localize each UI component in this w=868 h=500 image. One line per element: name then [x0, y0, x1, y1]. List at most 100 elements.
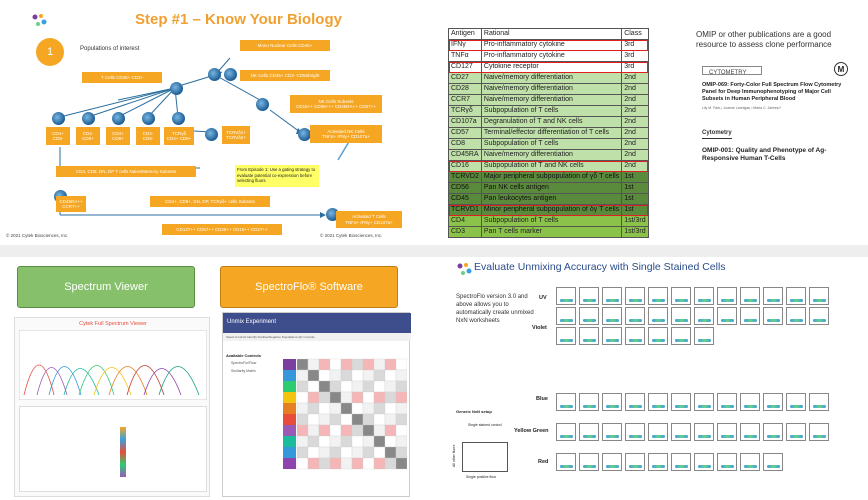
cytek-logo-icon	[30, 12, 48, 30]
laser-violet: Violet	[532, 325, 547, 331]
cell-rational: Pro-inflammatory cytokine	[480, 50, 623, 62]
box-activated-t: Activated T Cells TNFα+ IFNγ+ CD107a+	[336, 211, 402, 228]
spectroflo-button[interactable]: SpectroFlo® Software	[220, 266, 398, 308]
box-ifng-subsets: CD4+, CD8+, DN, DP, TCRγδ+ cells Subsets	[150, 196, 270, 207]
cell-antigen: CD107a	[448, 116, 482, 128]
unmixed-plot	[786, 393, 806, 411]
cd8-cell-icon	[82, 112, 95, 125]
matrix-cell	[329, 435, 342, 448]
table-row: CD16 Subpopulation of T and NK cells 2nd	[448, 160, 649, 172]
matrix-cell	[307, 369, 320, 382]
cell-class: 3rd	[621, 50, 649, 62]
slide-title: Step #1 – Know Your Biology	[135, 11, 342, 28]
matrix-cell	[329, 457, 342, 470]
sf-list-title: Available Controls	[226, 353, 261, 358]
matrix-cell	[373, 369, 386, 382]
cell-antigen: CCR7	[448, 94, 482, 106]
matrix-row-label	[283, 381, 296, 392]
matrix-cell	[395, 380, 407, 393]
box-cd127: CD127++ CD57++ CD28++ CD16++ CD27++	[162, 224, 282, 235]
cell-rational: Subpopulation of T and NK cells	[480, 160, 623, 172]
matrix-cell	[307, 413, 320, 426]
cell-antigen: TCRVD2	[448, 171, 482, 183]
unmixed-plot	[648, 307, 668, 325]
matrix-row-label	[283, 425, 296, 436]
matrix-row-label	[283, 359, 296, 370]
matrix-cell	[362, 358, 375, 371]
tools-panel: Spectrum Viewer SpectroFlo® Software Cyt…	[0, 257, 434, 500]
cell-antigen: CD45	[448, 193, 482, 205]
box-cd4: CD4+ CD8-	[46, 127, 70, 145]
cell-rational: Subpopulation of T cells	[480, 138, 623, 150]
matrix-cell	[318, 402, 331, 415]
matrix-cell	[318, 424, 331, 437]
matrix-cell	[318, 457, 331, 470]
matrix-cell	[307, 380, 320, 393]
unmixed-plot	[809, 307, 829, 325]
unmixed-plot	[671, 307, 691, 325]
paper1-authors: Lily M. Park,¹ Joanne Lannigan,² Maria C…	[702, 106, 782, 110]
matrix-cell	[329, 369, 342, 382]
matrix-cell	[340, 380, 353, 393]
cell-antigen: TNFα	[448, 50, 482, 62]
cell-antigen: CD56	[448, 182, 482, 194]
unmixed-plot	[602, 287, 622, 305]
paper1-title: OMIP-069: Forty-Color Full Spectrum Flow…	[702, 82, 842, 103]
box-activated-nk: Activated NK Cells TNFα+ IFNγ+ CD107a+	[310, 125, 382, 143]
matrix-cell	[384, 446, 397, 459]
cytometry-logo-text: CYTOMETRY	[709, 70, 747, 76]
unmixing-panel: Evaluate Unmixing Accuracy with Single S…	[434, 257, 868, 500]
unmixed-plot	[809, 423, 829, 441]
sf-item1[interactable]: SpectroFlo/Flow	[231, 361, 257, 365]
cell-class: 1st	[621, 171, 649, 183]
matrix-cell	[318, 380, 331, 393]
cell-class: 3rd	[621, 61, 649, 73]
table-row: CD4 Subpopulation of T cells 1st/3rd	[448, 215, 649, 227]
matrix-cell	[340, 435, 353, 448]
cell-rational: Major peripheral subpopulation of γδ T c…	[480, 171, 623, 183]
unmixed-plot	[740, 423, 760, 441]
unmixed-plot	[717, 287, 737, 305]
cell-antigen: CD3	[448, 226, 482, 238]
table-row: CD3 Pan T cells marker 1st/3rd	[448, 226, 649, 238]
table-row: CD45 Pan leukocytes antigen 1st	[448, 193, 649, 205]
matrix-cell	[340, 402, 353, 415]
cytek-logo-icon-2	[456, 262, 472, 278]
matrix-cell	[351, 435, 364, 448]
unmixed-plot	[579, 307, 599, 325]
matrix-cell	[384, 380, 397, 393]
sf-item2[interactable]: Similarity Matrix	[231, 369, 256, 373]
cell-class: 1st	[621, 204, 649, 216]
spectrum-viewer-button[interactable]: Spectrum Viewer	[17, 266, 195, 308]
matrix-cell	[351, 446, 364, 459]
matrix-cell	[318, 391, 331, 404]
matrix-cell	[318, 369, 331, 382]
matrix-cell	[307, 402, 320, 415]
cell-rational: Subpopulation of T cells	[480, 215, 623, 227]
matrix-cell	[340, 391, 353, 404]
matrix-cell	[373, 413, 386, 426]
cell-class: 2nd	[621, 160, 649, 172]
unmixed-plot	[786, 287, 806, 305]
cytometry-logo-2: Cytometry	[702, 130, 732, 136]
unmixed-plot	[648, 393, 668, 411]
matrix-cell	[340, 446, 353, 459]
omip-note: OMIP or other publications are a good re…	[696, 30, 832, 50]
matrix-cell	[340, 424, 353, 437]
matrix-cell	[362, 435, 375, 448]
matrix-cell	[296, 369, 309, 382]
table-row: TNFα Pro-inflammatory cytokine 3rd	[448, 50, 649, 62]
unmixed-plot	[648, 287, 668, 305]
generic-label: Generic NxN setup	[456, 409, 492, 414]
matrix-cell	[318, 413, 331, 426]
sf-tabs[interactable]: Select Controls Identify Positive/Negati…	[223, 333, 411, 341]
copyright-right: © 2021 Cytek Biosciences, Inc.	[320, 233, 383, 238]
box-tcrgd: TCRγδ CD4+ CD8+	[164, 127, 194, 145]
cell-rational: Subpopulation of T cells	[480, 105, 623, 117]
spectra-plot	[19, 330, 207, 400]
cell-class: 2nd	[621, 72, 649, 84]
cell-antigen: CD4	[448, 215, 482, 227]
unmixed-plot	[625, 287, 645, 305]
cell-class: 2nd	[621, 116, 649, 128]
gating-note: From Episode 1: Use a gating strategy to…	[235, 165, 319, 187]
